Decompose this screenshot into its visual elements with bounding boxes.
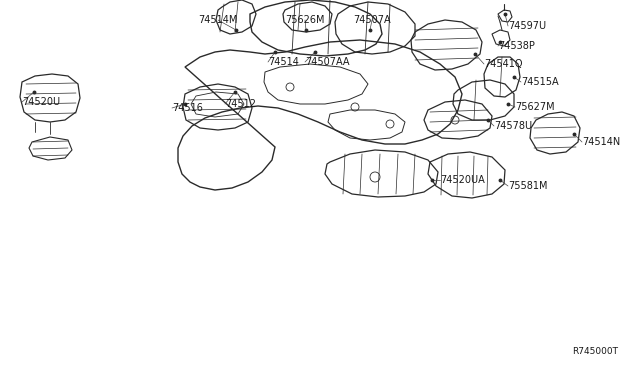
Text: 75626M: 75626M — [285, 15, 324, 25]
Text: 74516: 74516 — [172, 103, 203, 113]
Text: 74507A: 74507A — [353, 15, 391, 25]
Text: 74515A: 74515A — [521, 77, 559, 87]
Text: 74541Q: 74541Q — [484, 59, 522, 69]
Text: 74512: 74512 — [225, 99, 256, 109]
Text: 74514N: 74514N — [582, 137, 620, 147]
Text: 74578U: 74578U — [494, 121, 532, 131]
Text: 74597U: 74597U — [508, 21, 546, 31]
Text: 74520U: 74520U — [22, 97, 60, 107]
Text: 74507AA: 74507AA — [305, 57, 349, 67]
Text: 74514: 74514 — [268, 57, 299, 67]
Text: R745000T: R745000T — [572, 347, 618, 356]
Text: 74520UA: 74520UA — [440, 175, 484, 185]
Text: 75581M: 75581M — [508, 181, 547, 191]
Text: 74514M: 74514M — [198, 15, 237, 25]
Text: 74538P: 74538P — [498, 41, 535, 51]
Text: 75627M: 75627M — [515, 102, 555, 112]
